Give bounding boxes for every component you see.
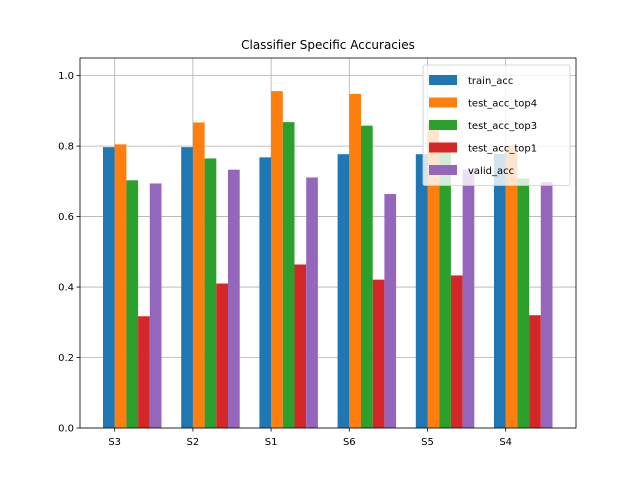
x-tick-label: S6 bbox=[343, 437, 356, 448]
bar-test_acc_top1-S6 bbox=[372, 279, 385, 428]
bar-train_acc-S6 bbox=[337, 154, 350, 428]
bar-test_acc_top3-S5 bbox=[439, 150, 451, 428]
y-tick-label: 0.4 bbox=[58, 283, 74, 294]
bar-train_acc-S5 bbox=[415, 154, 428, 428]
legend-swatch-test_acc_top1 bbox=[429, 142, 457, 153]
legend-label-train_acc: train_acc bbox=[468, 76, 513, 87]
bar-valid_acc-S4 bbox=[540, 182, 553, 428]
bar-valid_acc-S3 bbox=[149, 183, 162, 428]
bar-test_acc_top1-S4 bbox=[529, 315, 541, 428]
bar-train_acc-S2 bbox=[181, 147, 193, 428]
bar-test_acc_top4-S6 bbox=[349, 93, 361, 428]
legend-swatch-test_acc_top4 bbox=[429, 97, 457, 108]
legend-swatch-train_acc bbox=[429, 75, 457, 85]
x-tick-label: S3 bbox=[108, 437, 121, 448]
bar-test_acc_top4-S1 bbox=[271, 91, 283, 428]
chart-title: Classifier Specific Accuracies bbox=[241, 38, 415, 52]
bar-valid_acc-S1 bbox=[306, 177, 318, 428]
bar-valid_acc-S6 bbox=[384, 194, 397, 428]
y-tick-label: 1.0 bbox=[58, 71, 74, 82]
bar-valid_acc-S2 bbox=[228, 169, 240, 428]
x-tick-label: S4 bbox=[499, 437, 512, 448]
legend-label-test_acc_top4: test_acc_top4 bbox=[468, 99, 537, 110]
bar-test_acc_top3-S1 bbox=[282, 122, 295, 428]
bar-test_acc_top4-S2 bbox=[192, 122, 205, 428]
y-tick-label: 0.6 bbox=[58, 212, 74, 223]
bar-test_acc_top1-S3 bbox=[138, 316, 150, 428]
y-tick-label: 0.0 bbox=[58, 424, 74, 435]
legend-swatch-test_acc_top3 bbox=[429, 120, 457, 130]
bars bbox=[103, 91, 553, 429]
bar-train_acc-S3 bbox=[103, 147, 115, 428]
legend: train_acc test_acc_top4 test_acc_top3 test_… bbox=[422, 64, 571, 186]
bar-test_acc_top4-S5 bbox=[427, 124, 440, 428]
legend-label-test_acc_top1: test_acc_top1 bbox=[468, 144, 537, 155]
axes: 0.0 0.2 0.4 0.6 0.8 1.0 S3 S2 S1 S6 S5 S4 bbox=[58, 57, 577, 448]
legend-box bbox=[422, 64, 571, 186]
bar-test_acc_top1-S2 bbox=[216, 283, 228, 428]
bar-test_acc_top1-S5 bbox=[450, 275, 463, 428]
legend-swatch-valid_acc bbox=[429, 165, 457, 175]
bar-test_acc_top3-S2 bbox=[204, 158, 217, 428]
bar-test_acc_top4-S3 bbox=[114, 144, 127, 429]
bar-train_acc-S4 bbox=[494, 153, 506, 428]
y-tick-label: 0.2 bbox=[58, 353, 74, 364]
bar-test_acc_top3-S6 bbox=[361, 125, 373, 429]
x-tick-label: S2 bbox=[187, 437, 200, 448]
bar-test_acc_top3-S3 bbox=[126, 180, 139, 428]
bar-test_acc_top4-S4 bbox=[505, 146, 518, 428]
bar-train_acc-S1 bbox=[259, 157, 272, 428]
x-tick-label: S5 bbox=[421, 437, 434, 448]
legend-label-valid_acc: valid_acc bbox=[468, 166, 514, 177]
bar-test_acc_top1-S1 bbox=[294, 264, 307, 428]
legend-label-test_acc_top3: test_acc_top3 bbox=[468, 121, 537, 132]
plot-frame bbox=[79, 57, 577, 429]
x-tick-label: S1 bbox=[265, 437, 278, 448]
y-tick-label: 0.8 bbox=[58, 142, 74, 153]
bar-test_acc_top3-S4 bbox=[517, 178, 530, 428]
bar-valid_acc-S5 bbox=[462, 169, 475, 428]
